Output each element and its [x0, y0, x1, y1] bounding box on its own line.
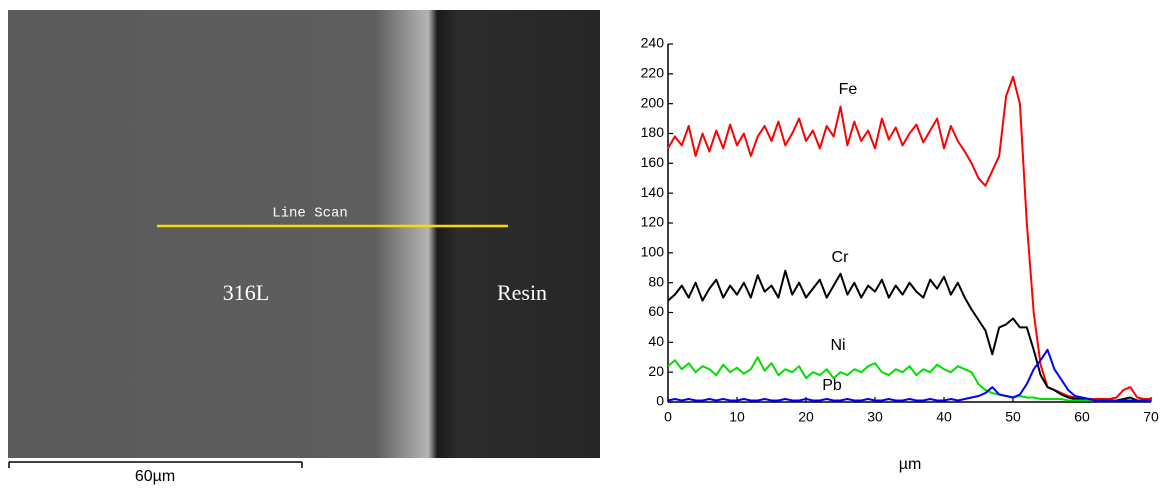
y-tick-label: 60 — [648, 303, 664, 319]
series-label: Fe — [839, 81, 858, 98]
y-tick-label: 220 — [641, 65, 665, 81]
x-tick-label: 50 — [1005, 409, 1021, 425]
data-line — [667, 356, 1151, 402]
region-label: 316L — [223, 280, 269, 305]
x-tick-label: 10 — [729, 409, 745, 425]
x-tick-label: 0 — [664, 409, 672, 425]
x-tick-label: 70 — [1143, 409, 1159, 425]
y-tick-label: 40 — [648, 333, 664, 349]
micrograph: Line Scan 316L Resin 60µm — [8, 10, 600, 485]
y-tick-label: 180 — [641, 124, 665, 140]
series-label: Pb — [822, 377, 842, 394]
y-tick-label: 240 — [641, 35, 665, 51]
sem-image — [8, 10, 600, 458]
x-tick-label: 30 — [867, 409, 883, 425]
chart: µm 0 20 40 60 80 100 120 140 160 180 200 220 240 0 10 2… — [641, 35, 1159, 474]
y-tick-label: 160 — [641, 154, 665, 170]
scan-label: Line Scan — [272, 206, 348, 222]
y-tick-label: 120 — [641, 214, 665, 230]
data-line — [667, 348, 1151, 402]
data-line — [667, 75, 1151, 400]
y-tick-label: 200 — [641, 94, 665, 110]
x-tick-label: 60 — [1074, 409, 1090, 425]
scale-label: 60µm — [135, 468, 175, 485]
x-axis-title: µm — [899, 456, 922, 473]
y-tick-label: 80 — [648, 273, 664, 289]
y-tick-label: 20 — [648, 363, 664, 379]
series-label: Ni — [830, 337, 845, 354]
data-line — [667, 269, 1151, 402]
x-tick-label: 40 — [936, 409, 952, 425]
y-tick-label: 0 — [656, 393, 664, 409]
x-tick-label: 20 — [798, 409, 814, 425]
y-tick-label: 100 — [641, 244, 665, 260]
y-tick-label: 140 — [641, 184, 665, 200]
region-label: Resin — [497, 280, 547, 305]
series-label: Cr — [832, 249, 850, 266]
